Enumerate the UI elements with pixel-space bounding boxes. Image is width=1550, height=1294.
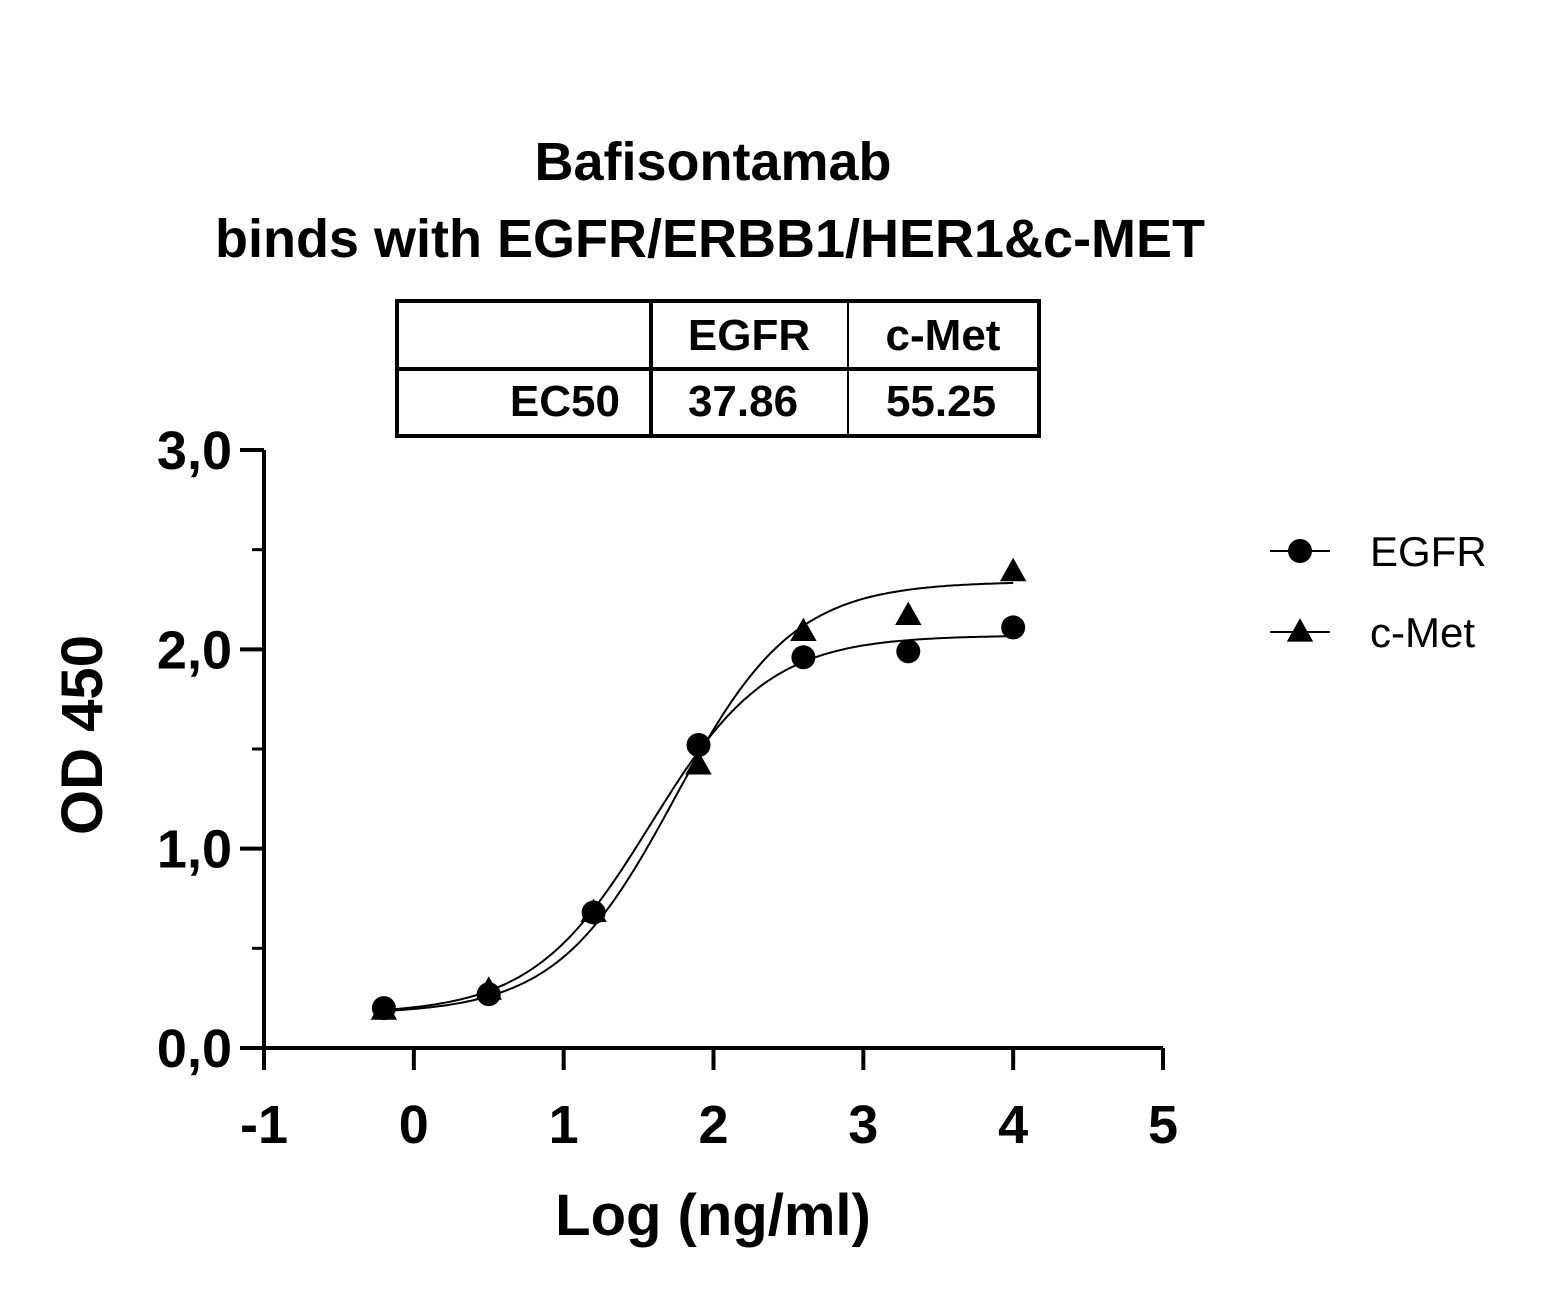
egfr-point	[896, 639, 921, 664]
y-tick-label: 2,0	[157, 620, 232, 680]
table-row-label-ec50: EC50	[510, 377, 620, 426]
legend-label-c-met: c-Met	[1370, 609, 1475, 656]
table-value-cmet-ec50: 55.25	[886, 377, 996, 426]
table-value-egfr-ec50: 37.86	[688, 377, 798, 426]
table-header-egfr: EGFR	[688, 311, 810, 360]
chart-subtitle: binds with EGFR/ERBB1/HER1&c-MET	[215, 209, 1205, 269]
egfr-point	[371, 996, 396, 1021]
y-tick-label: 0,0	[157, 1019, 232, 1079]
fit-curve-egfr	[383, 635, 1014, 1011]
data-points	[370, 557, 1027, 1021]
egfr-point	[791, 645, 816, 670]
chart-title: Bafisontamab	[534, 132, 891, 192]
legend-triangle-icon	[1286, 618, 1314, 642]
x-axis-label: Log (ng/ml)	[555, 1183, 871, 1248]
egfr-point	[581, 900, 606, 925]
y-tick-label: 3,0	[157, 421, 232, 481]
c-met-point	[895, 601, 922, 626]
x-tick-label: -1	[240, 1095, 288, 1155]
egfr-point	[686, 733, 711, 758]
egfr-point	[476, 982, 501, 1007]
x-tick-label: 1	[549, 1095, 579, 1155]
c-met-point	[999, 557, 1027, 582]
x-tick-label: 5	[1148, 1095, 1178, 1155]
c-met-point	[685, 751, 712, 775]
x-tick-label: 2	[698, 1095, 728, 1155]
y-tick-label: 1,0	[157, 820, 232, 880]
ec50-table	[395, 299, 1041, 438]
legend: EGFR c-Met	[1270, 528, 1487, 656]
table-header-cmet: c-Met	[886, 311, 1001, 360]
x-tick-label: 4	[998, 1095, 1028, 1155]
egfr-point	[1001, 615, 1026, 640]
y-axis-label: OD 450	[50, 635, 115, 835]
x-tick-label: 0	[399, 1095, 429, 1155]
c-met-point	[790, 617, 817, 641]
legend-circle-icon	[1288, 539, 1312, 563]
x-tick-label: 3	[848, 1095, 878, 1155]
legend-label-egfr: EGFR	[1370, 528, 1487, 575]
axes: -1 0 1 2 3 4 5 0,0 1,0 2,0 3,0	[157, 421, 1178, 1155]
